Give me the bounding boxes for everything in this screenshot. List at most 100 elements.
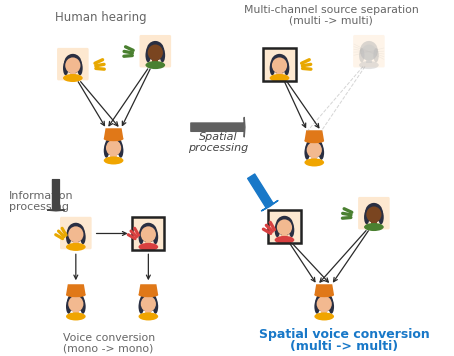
Ellipse shape — [270, 61, 275, 75]
Ellipse shape — [378, 210, 384, 224]
Ellipse shape — [148, 44, 163, 61]
Ellipse shape — [138, 230, 144, 244]
Ellipse shape — [146, 41, 164, 61]
Ellipse shape — [141, 226, 156, 242]
Ellipse shape — [139, 223, 157, 242]
Text: Spatial voice conversion: Spatial voice conversion — [259, 328, 429, 341]
Ellipse shape — [139, 292, 157, 312]
Ellipse shape — [66, 299, 71, 314]
Ellipse shape — [138, 299, 144, 314]
Bar — [371, 222, 377, 225]
Bar — [276, 73, 283, 76]
Text: processing: processing — [188, 143, 248, 153]
Polygon shape — [104, 128, 123, 139]
Ellipse shape — [68, 226, 84, 242]
Text: (multi -> multi): (multi -> multi) — [289, 16, 373, 26]
Bar — [311, 157, 317, 161]
Bar — [73, 241, 79, 245]
Text: Information: Information — [9, 191, 74, 201]
Ellipse shape — [277, 219, 292, 235]
Ellipse shape — [289, 223, 294, 237]
FancyBboxPatch shape — [139, 35, 171, 67]
Bar — [366, 60, 372, 63]
Ellipse shape — [145, 48, 151, 62]
Text: Human hearing: Human hearing — [55, 11, 147, 24]
Ellipse shape — [364, 210, 370, 224]
Bar — [263, 48, 296, 81]
Ellipse shape — [66, 230, 71, 244]
Ellipse shape — [63, 74, 83, 82]
Polygon shape — [138, 284, 158, 295]
Text: processing: processing — [9, 202, 69, 212]
Ellipse shape — [284, 61, 289, 75]
Ellipse shape — [272, 57, 287, 74]
Ellipse shape — [305, 158, 324, 167]
Ellipse shape — [138, 243, 158, 251]
Ellipse shape — [271, 54, 288, 74]
Ellipse shape — [104, 143, 109, 158]
Ellipse shape — [64, 54, 82, 74]
Ellipse shape — [77, 61, 83, 75]
Ellipse shape — [366, 206, 381, 222]
Ellipse shape — [361, 44, 376, 61]
Ellipse shape — [138, 313, 158, 320]
Text: Voice conversion: Voice conversion — [63, 333, 155, 343]
FancyBboxPatch shape — [57, 48, 89, 80]
Ellipse shape — [306, 142, 322, 158]
Ellipse shape — [275, 223, 280, 237]
Ellipse shape — [364, 223, 384, 231]
FancyBboxPatch shape — [60, 217, 92, 249]
Ellipse shape — [66, 293, 86, 297]
Ellipse shape — [305, 146, 310, 160]
Ellipse shape — [80, 230, 86, 244]
Ellipse shape — [319, 146, 324, 160]
Ellipse shape — [360, 41, 378, 61]
Text: (multi -> multi): (multi -> multi) — [290, 340, 398, 353]
Text: Spatial: Spatial — [198, 132, 237, 142]
Ellipse shape — [104, 156, 123, 164]
Ellipse shape — [359, 61, 379, 69]
Ellipse shape — [68, 296, 84, 312]
Ellipse shape — [145, 61, 165, 69]
Bar — [110, 155, 117, 159]
FancyBboxPatch shape — [269, 210, 300, 242]
Polygon shape — [66, 284, 86, 295]
Ellipse shape — [118, 143, 123, 158]
Ellipse shape — [276, 216, 293, 235]
Text: (mono -> mono): (mono -> mono) — [64, 344, 154, 354]
Ellipse shape — [104, 136, 123, 156]
Ellipse shape — [63, 61, 69, 75]
Ellipse shape — [160, 48, 165, 62]
Ellipse shape — [153, 230, 158, 244]
Ellipse shape — [365, 203, 383, 222]
Bar — [145, 311, 152, 315]
Bar — [321, 311, 327, 315]
Ellipse shape — [314, 299, 320, 314]
Bar — [132, 218, 164, 250]
Ellipse shape — [106, 140, 121, 156]
FancyBboxPatch shape — [264, 48, 295, 80]
Ellipse shape — [67, 292, 85, 312]
Bar — [152, 60, 158, 63]
FancyBboxPatch shape — [133, 217, 164, 249]
Ellipse shape — [314, 293, 334, 297]
Ellipse shape — [153, 299, 158, 314]
Ellipse shape — [141, 296, 156, 312]
Ellipse shape — [80, 299, 86, 314]
Ellipse shape — [305, 139, 324, 143]
Ellipse shape — [314, 313, 334, 320]
Ellipse shape — [315, 292, 333, 312]
Bar — [268, 210, 301, 243]
Ellipse shape — [373, 48, 379, 62]
Ellipse shape — [66, 313, 86, 320]
Ellipse shape — [104, 137, 123, 141]
Bar — [70, 73, 76, 76]
Ellipse shape — [329, 299, 334, 314]
Polygon shape — [314, 284, 334, 295]
Ellipse shape — [66, 243, 86, 251]
Text: Multi-channel source separation: Multi-channel source separation — [244, 5, 419, 15]
Ellipse shape — [67, 223, 85, 242]
Bar — [73, 311, 79, 315]
Ellipse shape — [359, 48, 365, 62]
Polygon shape — [305, 130, 324, 141]
